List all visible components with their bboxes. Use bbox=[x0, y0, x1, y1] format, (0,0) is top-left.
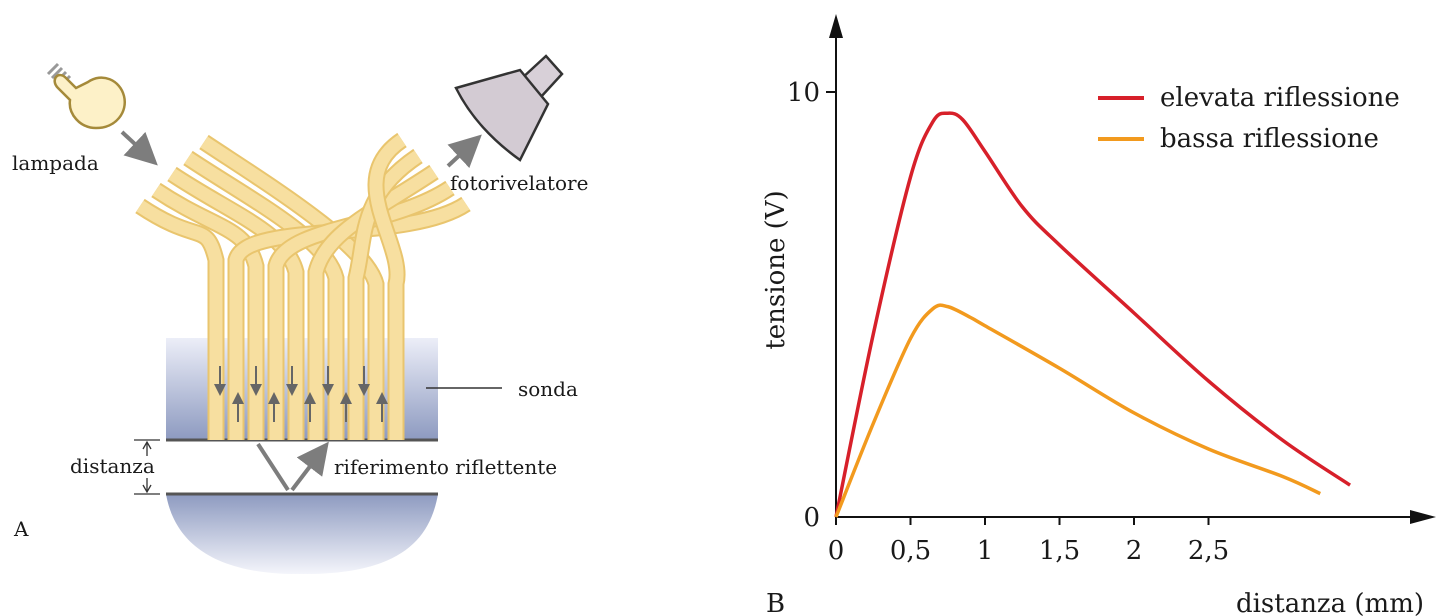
reflector-surface bbox=[166, 494, 438, 574]
x-axis-arrowhead bbox=[1410, 510, 1436, 524]
fiber bbox=[349, 150, 422, 440]
fiber bbox=[309, 166, 438, 440]
fiber bbox=[136, 200, 223, 440]
label-fotorivelatore: fotorivelatore bbox=[450, 171, 588, 195]
incident-ray bbox=[256, 442, 290, 492]
label-riferimento-riflettente: riferimento riflettente bbox=[334, 455, 557, 479]
fiber bbox=[369, 134, 406, 440]
panel-b-chart: 0 0,5 1 1,5 2 2,5 0 10 distanza (mm) tensione … bbox=[761, 14, 1436, 616]
fiber bbox=[184, 152, 343, 440]
x-ticks: 0 0,5 1 1,5 2 2,5 bbox=[828, 517, 1229, 566]
label-sonda: sonda bbox=[518, 377, 578, 401]
x-tick-label: 0,5 bbox=[890, 536, 931, 566]
distance-dimension bbox=[134, 439, 160, 495]
fiber bbox=[168, 168, 303, 440]
label-lampada: lampada bbox=[12, 151, 99, 175]
y-tick-label: 0 bbox=[803, 503, 820, 533]
x-tick-label: 0 bbox=[828, 536, 845, 566]
fiber-bundle bbox=[135, 132, 471, 440]
series-line-low-reflection bbox=[834, 303, 1321, 518]
legend-label-high: elevata riflessione bbox=[1160, 83, 1400, 113]
y-ticks: 0 10 bbox=[787, 78, 836, 533]
panel-a-letter: A bbox=[13, 517, 29, 541]
x-tick-label: 1,5 bbox=[1039, 536, 1080, 566]
y-tick-label: 10 bbox=[787, 78, 820, 108]
lamp-arrow bbox=[120, 130, 158, 166]
detector-arrow bbox=[446, 134, 482, 169]
y-axis-arrowhead bbox=[829, 14, 843, 38]
x-tick-label: 2,5 bbox=[1188, 536, 1229, 566]
x-tick-label: 2 bbox=[1126, 536, 1143, 566]
probe-light-arrows bbox=[214, 366, 388, 422]
label-distanza: distanza bbox=[70, 454, 155, 478]
panel-a-sensor-diagram: lampada fotorivelatore sonda riferimento… bbox=[12, 54, 588, 574]
reflected-ray bbox=[290, 441, 329, 492]
lamp-icon bbox=[46, 62, 127, 130]
detector-icon bbox=[454, 54, 564, 162]
series-line-high-reflection bbox=[834, 111, 1352, 518]
x-axis-label: distanza (mm) bbox=[1236, 589, 1424, 616]
fiber bbox=[152, 184, 263, 440]
x-tick-label: 1 bbox=[977, 536, 994, 566]
y-axis-label: tensione (V) bbox=[761, 190, 791, 349]
legend: elevata riflessione bassa riflessione bbox=[1098, 83, 1400, 154]
panel-b-letter: B bbox=[766, 589, 785, 616]
legend-label-low: bassa riflessione bbox=[1160, 124, 1379, 154]
series-lines bbox=[834, 111, 1352, 518]
fiber bbox=[200, 136, 383, 440]
